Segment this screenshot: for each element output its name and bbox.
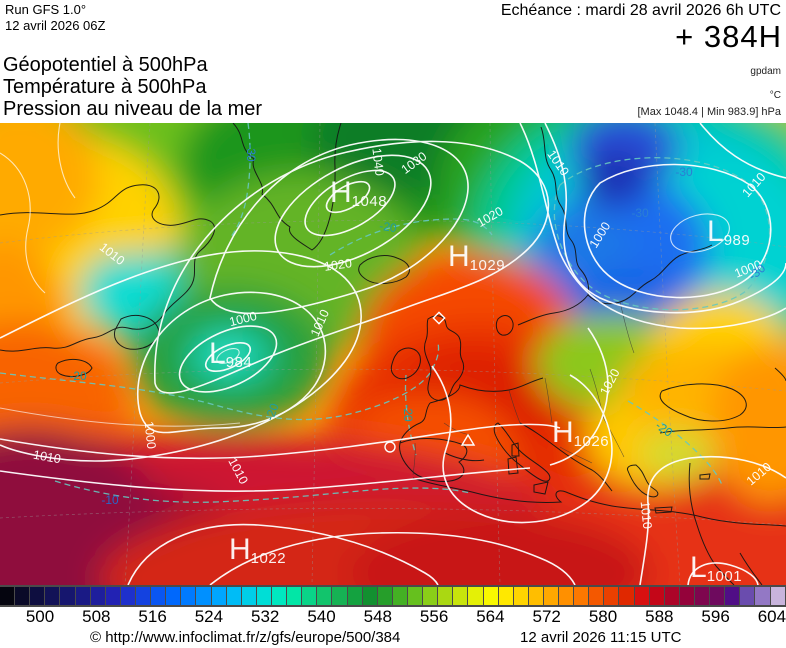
colorbar-tick: 524 (194, 607, 224, 626)
unit-temperature: °C (769, 90, 781, 101)
lead-time: + 384H (675, 19, 782, 54)
colorbar (0, 585, 786, 607)
colorbar-cell (483, 587, 499, 605)
colorbar-cell (559, 587, 575, 605)
colorbar-cell (770, 587, 786, 605)
colorbar-cell (332, 587, 348, 605)
colorbar-tick: 572 (532, 607, 561, 626)
colorbar-tick: 500 (25, 607, 55, 626)
colorbar-cell (362, 587, 378, 605)
run-date: 12 avril 2026 06Z (5, 18, 106, 33)
colorbar-cell (0, 587, 16, 605)
pressure-extremes: [Max 1048.4 | Min 983.9] hPa (637, 106, 782, 118)
colorbar-cell (498, 587, 514, 605)
temperature-contours (0, 123, 771, 503)
generation-time: 12 avril 2026 11:15 UTC (520, 629, 682, 646)
triangle-symbol (460, 433, 476, 446)
colorbar-cell (166, 587, 182, 605)
colorbar-cell (574, 587, 590, 605)
colorbar-cell (679, 587, 696, 605)
colorbar-cell (589, 587, 605, 605)
param-pressure: Pression au niveau de la mer (3, 98, 263, 120)
colorbar-cell (60, 587, 76, 605)
colorbar-cell (664, 587, 680, 605)
colorbar-cell (15, 587, 31, 605)
colorbar-tick: 604 (757, 607, 786, 626)
colorbar-cell (513, 587, 529, 605)
colorbar-tick: 596 (701, 607, 730, 626)
colorbar-tick: 564 (476, 607, 505, 626)
colorbar-cell (271, 587, 288, 605)
colorbar-cell (423, 587, 439, 605)
colorbar-cell (287, 587, 303, 605)
colorbar-cell (90, 587, 106, 605)
colorbar-cell (543, 587, 560, 605)
colorbar-cell (604, 587, 620, 605)
colorbar-cell (725, 587, 741, 605)
colorbar-cell (528, 587, 544, 605)
colorbar-cell (710, 587, 726, 605)
colorbar-cell (226, 587, 242, 605)
colorbar-cell (649, 587, 665, 605)
colorbar-cell (438, 587, 454, 605)
colorbar-cell (30, 587, 46, 605)
colorbar-cell (317, 587, 333, 605)
colorbar-cell (120, 587, 136, 605)
colorbar-cell (105, 587, 121, 605)
colorbar-tick: 508 (82, 607, 111, 626)
colorbar-cell (181, 587, 197, 605)
colorbar-tick: 516 (138, 607, 167, 626)
colorbar-cell (135, 587, 152, 605)
unit-geopotential: gpdam (750, 66, 781, 77)
diamond-symbol (432, 311, 446, 325)
colorbar-cell (634, 587, 650, 605)
colorbar-cell (241, 587, 257, 605)
colorbar-cell (740, 587, 756, 605)
param-temperature: Température à 500hPa (3, 76, 207, 98)
colorbar-cell (45, 587, 61, 605)
colorbar-tick: 588 (645, 607, 674, 626)
colorbar-cell (302, 587, 318, 605)
colorbar-cell (347, 587, 363, 605)
colorbar-cell (256, 587, 272, 605)
run-model: Run GFS 1.0° (5, 2, 87, 17)
colorbar-cell (695, 587, 711, 605)
weather-map: H1048 H1029 L989 L984 H1026 H1022 L1001 1040 103… (0, 123, 786, 585)
colorbar-tick: 548 (363, 607, 392, 626)
colorbar-cell (468, 587, 484, 605)
footer: © http://www.infoclimat.fr/z/gfs/europe/… (0, 627, 786, 648)
colorbar-cell (196, 587, 212, 605)
colorbar-cell (151, 587, 167, 605)
copyright-url: © http://www.infoclimat.fr/z/gfs/europe/… (90, 629, 401, 646)
colorbar-cell (75, 587, 91, 605)
colorbar-cell (619, 587, 635, 605)
colorbar-tick: 532 (251, 607, 280, 626)
colorbar-tick: 556 (419, 607, 449, 626)
colorbar-tick: 540 (307, 607, 336, 626)
small-loop-symbol (384, 441, 396, 453)
colorbar-cell (377, 587, 393, 605)
run-info: Run GFS 1.0° 12 avril 2026 06Z (5, 2, 105, 34)
colorbar-cell (755, 587, 771, 605)
colorbar-cell (407, 587, 424, 605)
colorbar-cell (211, 587, 227, 605)
map-canvas (0, 123, 786, 585)
isobars (0, 123, 786, 585)
map-symbols (384, 311, 476, 453)
colorbar-cell (392, 587, 408, 605)
param-geopotential: Géopotentiel à 500hPa (3, 54, 208, 76)
colorbar-cell (453, 587, 469, 605)
valid-time: Echéance : mardi 28 avril 2026 6h UTC (500, 2, 781, 19)
colorbar-ticks: 500 508 516 524 532 540 548 556 564 572 580 588 596 6… (0, 605, 786, 627)
header: Run GFS 1.0° 12 avril 2026 06Z Echéance :… (0, 0, 786, 123)
colorbar-tick: 580 (588, 607, 618, 626)
parameter-list: Géopotentiel à 500hPa Température à 500h… (3, 54, 262, 120)
